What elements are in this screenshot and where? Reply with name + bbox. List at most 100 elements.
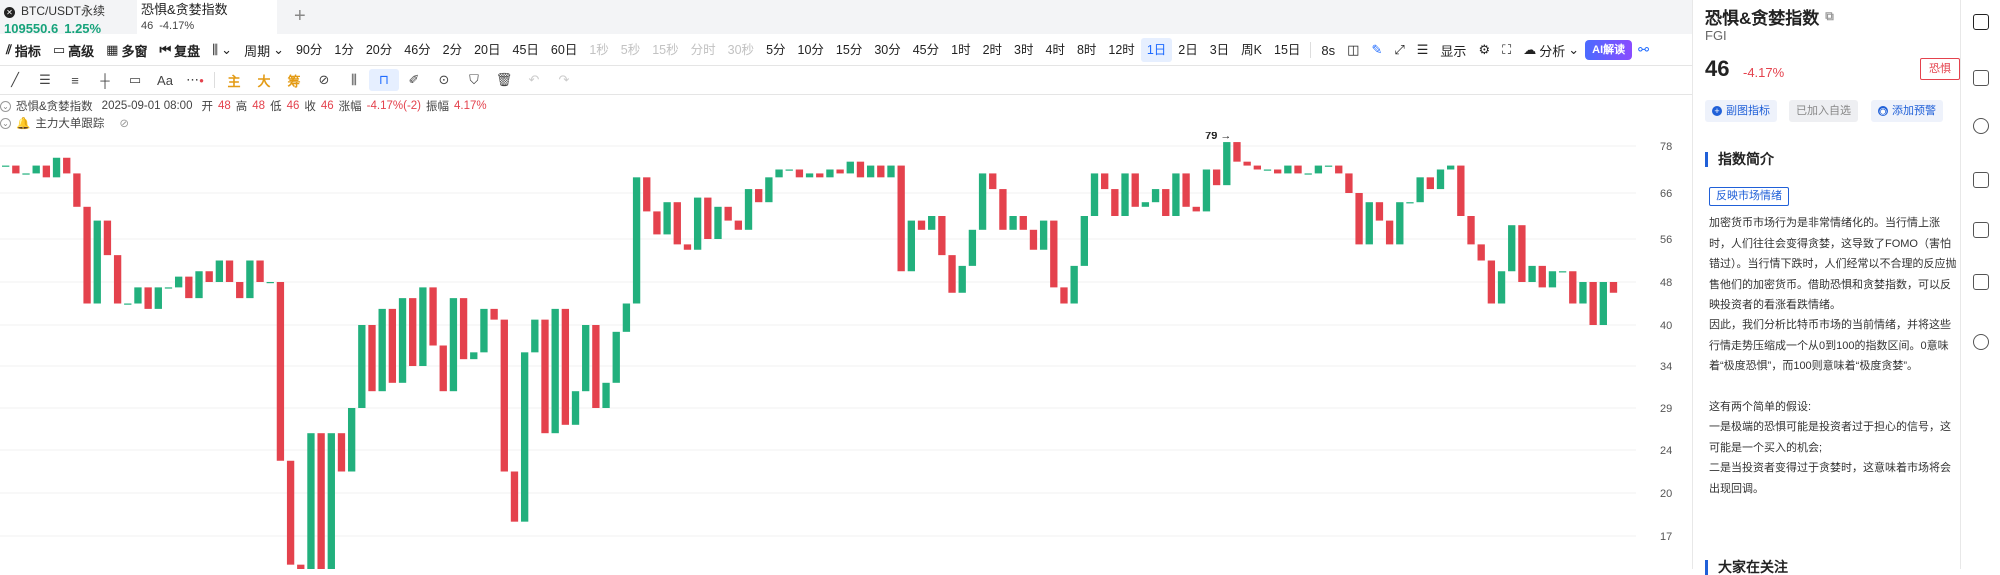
added-watchlist-button[interactable]: 已加入自选 (1789, 100, 1858, 122)
tab-fgi[interactable]: 恐惧&贪婪指数 46 -4.17% (137, 0, 277, 34)
trendline-icon[interactable]: ╱ (11, 72, 19, 87)
period-option[interactable]: 1时 (951, 43, 971, 57)
amplitude-value: 4.17% (454, 100, 487, 112)
card-icon[interactable] (1973, 274, 1989, 290)
share-icon[interactable]: ⚯ (1638, 42, 1650, 57)
analysis-button[interactable]: ☁ 分析 ⌄ (1523, 42, 1580, 59)
candle (1101, 173, 1109, 190)
fullscreen-icon[interactable]: ⛶ (1502, 42, 1512, 57)
replay-button[interactable]: ⏮ 复盘 (159, 42, 201, 59)
period-option[interactable]: 2分 (442, 43, 463, 57)
note-icon[interactable]: ✐ (408, 72, 420, 87)
period-option[interactable]: 45分 (912, 43, 940, 57)
candle (1497, 271, 1506, 304)
text-tool[interactable]: Aa (157, 72, 173, 88)
period-option[interactable]: 30秒 (727, 43, 755, 57)
period-button[interactable]: 周期 ⌄ (244, 42, 284, 59)
document-icon[interactable] (1973, 70, 1989, 86)
divider (0, 94, 1692, 95)
add-tab-button[interactable]: + (294, 5, 306, 27)
period-option[interactable]: 15秒 (652, 43, 679, 57)
period-option[interactable]: 分时 (690, 43, 716, 57)
chevron-down-icon: ⌄ (221, 42, 233, 57)
candle (358, 325, 366, 408)
list-icon[interactable]: ☰ (1416, 42, 1429, 57)
edit-icon[interactable]: ✎ (1371, 42, 1383, 57)
period-option[interactable]: 10分 (797, 43, 824, 57)
candle (1335, 165, 1343, 174)
more-icon[interactable]: ⋯ ● (186, 72, 204, 87)
advanced-button[interactable]: ▭ 高级 (52, 42, 95, 59)
filter-icon[interactable]: ⛉ (469, 72, 479, 87)
period-option[interactable]: 3日 (1209, 43, 1230, 57)
camera-icon[interactable]: ◫ (1347, 42, 1360, 57)
parallel-lines-icon[interactable]: ☰ (39, 72, 51, 87)
candle (134, 287, 142, 304)
candle (1243, 161, 1251, 166)
sub-indicator-button[interactable]: + 副图指标 (1705, 100, 1777, 122)
period-option[interactable]: 12时 (1108, 43, 1135, 57)
monitor-icon[interactable] (1973, 222, 1989, 238)
candle (1375, 202, 1384, 221)
drawing-toolbar: ╱ ☰ ≡ ┼ ▭ Aa ⋯ ● 主 大 筹 ⊘ ⫼ ⊓ ✐ ⊙ ⛉ 🗑 ↶ ↷ (0, 68, 700, 92)
settings-icon[interactable]: ⚙ (1478, 42, 1491, 57)
period-option[interactable]: 4时 (1045, 43, 1065, 57)
bar-pattern-icon[interactable]: ⫼ (351, 72, 357, 87)
close-icon[interactable]: ✕ (4, 7, 15, 18)
period-option[interactable]: 5分 (766, 43, 786, 57)
detail-icon[interactable] (1973, 14, 1989, 30)
interval-8s[interactable]: 8s (1321, 42, 1336, 58)
chip-button[interactable]: 筹 (287, 73, 301, 89)
lock-icon[interactable]: ⊙ (438, 72, 450, 87)
period-option[interactable]: 20日 (474, 43, 501, 57)
redo-icon[interactable]: ↷ (558, 72, 570, 87)
period-option[interactable]: 2日 (1178, 43, 1198, 57)
measure-icon[interactable]: ⊘ (318, 72, 330, 87)
horizontal-lines-icon[interactable]: ≡ (71, 72, 79, 88)
tab-btc-usdt[interactable]: ✕ BTC/USDT永续 109550.6 1.25% (0, 0, 133, 36)
period-option[interactable]: 45日 (512, 43, 539, 57)
collapse-icon[interactable]: ⌄ (0, 117, 11, 129)
display-button[interactable]: 显示 (1440, 43, 1467, 59)
period-option[interactable]: 8时 (1076, 43, 1097, 57)
large-order-button[interactable]: 大 (257, 73, 271, 89)
period-option[interactable]: 3时 (1014, 43, 1034, 57)
chart-canvas[interactable]: 78 66 56 48 40 34 29 24 20 17 79 → (0, 132, 1692, 569)
undo-icon[interactable]: ↶ (528, 72, 540, 87)
rectangle-icon[interactable]: ▭ (128, 72, 142, 87)
period-option[interactable]: 5秒 (620, 43, 641, 57)
eye-off-icon[interactable]: ⊘ (119, 118, 129, 130)
period-option[interactable]: 90分 (295, 43, 323, 57)
copy-icon[interactable]: ⧉ (1825, 9, 1834, 23)
main-force-button[interactable]: 主 (227, 73, 241, 89)
period-option[interactable]: 1分 (334, 43, 354, 57)
trash-icon[interactable]: 🗑 (495, 72, 513, 87)
candle (1060, 287, 1068, 304)
candlestick-chart[interactable]: 78 66 56 48 40 34 29 24 20 17 79 → (0, 132, 1692, 569)
period-option[interactable]: 20分 (365, 43, 393, 57)
add-alert-button[interactable]: ◉ 添加预警 (1871, 100, 1943, 122)
period-option[interactable]: 1日 (1140, 38, 1173, 62)
ai-interpret-button[interactable]: AI解读 (1585, 40, 1633, 60)
chart-icon[interactable] (1973, 172, 1989, 188)
period-option[interactable]: 15分 (835, 43, 863, 57)
collapse-icon[interactable]: ⌄ (0, 100, 11, 112)
expand-icon[interactable]: ⤢ (1394, 42, 1405, 57)
period-option[interactable]: 15日 (1274, 43, 1301, 57)
period-option[interactable]: 60日 (550, 43, 578, 57)
gauge-icon[interactable] (1973, 334, 1989, 350)
period-option[interactable]: 周K (1241, 43, 1263, 57)
chart-type-button[interactable]: ⫼ ⌄ (206, 38, 238, 62)
indicator-button[interactable]: ⫽ 指标 (6, 42, 41, 59)
candle (938, 216, 946, 256)
period-option[interactable]: 1秒 (589, 43, 609, 57)
candle (327, 433, 335, 569)
candle (1039, 220, 1048, 250)
coin-icon[interactable] (1973, 118, 1989, 134)
period-option[interactable]: 2时 (982, 43, 1003, 57)
period-option[interactable]: 30分 (874, 43, 901, 57)
multi-window-button[interactable]: ▦ 多窗 (106, 42, 148, 59)
crosshair-line-icon[interactable]: ┼ (100, 72, 110, 88)
period-option[interactable]: 46分 (404, 43, 431, 57)
magnet-icon[interactable]: ⊓ (369, 69, 399, 91)
